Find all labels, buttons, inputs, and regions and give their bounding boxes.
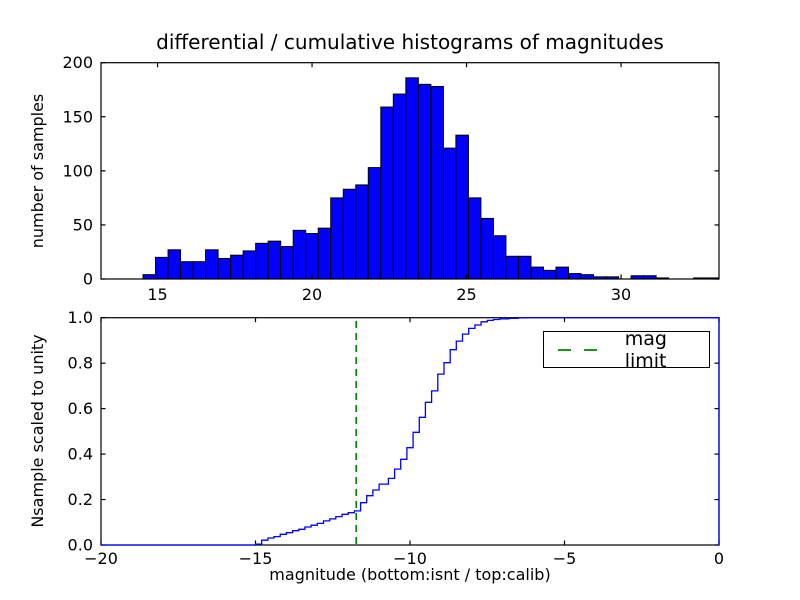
histogram-bar [580, 274, 595, 280]
bottom-y-axis-label: Nsample scaled to unity [28, 334, 47, 528]
histogram-bar [255, 242, 269, 280]
histogram-bar [280, 246, 294, 280]
histogram-bar [467, 197, 482, 280]
histogram-bar [180, 261, 194, 280]
y-tick-label: 0.0 [68, 536, 93, 555]
bottom-x-axis-label: magnitude (bottom:isnt / top:calib) [269, 565, 551, 584]
histogram-bar [530, 266, 544, 280]
x-tick-label: 20 [302, 285, 322, 304]
chart-title: differential / cumulative histograms of … [156, 30, 664, 54]
histogram-bar [480, 217, 494, 280]
histogram-bar [492, 235, 507, 280]
x-tick-label: 25 [456, 285, 476, 304]
mag-limit-legend-line [558, 348, 606, 351]
x-tick-label: −10 [393, 549, 427, 568]
y-tick-label: 0.4 [68, 445, 93, 464]
histogram-bar [142, 274, 157, 280]
x-tick-label: 15 [147, 285, 167, 304]
y-tick-label: 50 [73, 215, 93, 234]
histogram-bar [517, 255, 532, 280]
y-tick-label: 0.2 [68, 490, 93, 509]
histogram-bar [305, 233, 319, 280]
histogram-bar [317, 227, 332, 280]
x-tick-label: −5 [553, 549, 577, 568]
histogram-bar [542, 269, 557, 280]
y-tick-label: 1.0 [68, 308, 93, 327]
legend-label: mag limit [624, 327, 667, 372]
histogram-bar [355, 184, 369, 280]
y-tick-label: 0.8 [68, 354, 93, 373]
top-histogram-axes: 15 20 25 30 0 50 100 150 200 [62, 53, 720, 304]
y-tick-label: 0 [83, 270, 93, 289]
x-tick-label: −20 [84, 549, 118, 568]
top-y-axis-label: number of samples [28, 93, 47, 249]
histogram-bar [217, 257, 232, 280]
x-tick-label: 0 [714, 549, 724, 568]
histogram-bar [392, 93, 407, 280]
histogram-bar [342, 188, 357, 280]
cumulative-curve [101, 317, 720, 546]
histogram-bar [380, 106, 394, 280]
histogram-bar [292, 229, 307, 280]
histogram-bar [205, 249, 219, 280]
histogram-bar [568, 273, 582, 280]
histogram-bar [430, 85, 444, 280]
y-tick-label: 100 [62, 161, 93, 180]
histogram-bar [367, 167, 382, 280]
histogram-bar [167, 249, 182, 280]
histogram-bar [505, 255, 519, 280]
x-tick-label: 30 [611, 285, 631, 304]
histogram-bar [442, 147, 457, 280]
histogram-bar [230, 254, 244, 280]
histogram-bar [417, 83, 432, 280]
y-tick-label: 150 [62, 107, 93, 126]
x-tick-label: −15 [239, 549, 273, 568]
y-tick-label: 200 [62, 53, 93, 72]
histogram-bar [555, 266, 570, 280]
bottom-cumulative-axes: −20 −15 −10 −5 0 0.0 0.2 0.4 0.6 0.8 1.0 [68, 308, 725, 568]
y-tick-label: 0.6 [68, 399, 93, 418]
histogram-bar [330, 197, 344, 280]
histogram-bar [455, 134, 469, 280]
histogram-bar [192, 261, 207, 280]
histogram-bar [267, 240, 282, 280]
legend: mag limit [543, 328, 710, 372]
histogram-bar [405, 77, 419, 280]
histogram-bar [242, 250, 257, 280]
